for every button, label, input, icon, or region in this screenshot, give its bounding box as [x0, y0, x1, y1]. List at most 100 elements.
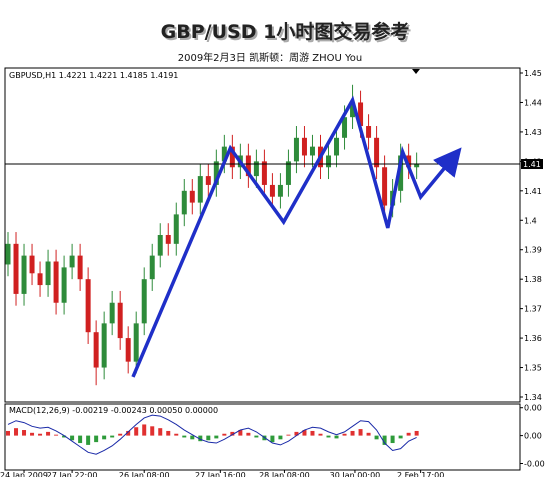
candle-body: [205, 176, 211, 185]
candle-body: [29, 255, 35, 274]
candle-body: [293, 137, 299, 162]
candle-body: [85, 279, 91, 333]
macd-bar: [374, 435, 379, 440]
candle-body: [261, 161, 267, 185]
candle-body: [173, 214, 179, 244]
macd-bar: [398, 435, 403, 439]
candle-body: [125, 338, 131, 362]
candle-body: [269, 184, 275, 197]
candle-body: [77, 255, 83, 280]
macd-bar: [118, 433, 123, 436]
candle-body: [117, 302, 123, 339]
macd-bar: [318, 433, 323, 436]
macd-bar: [54, 434, 59, 436]
y-tick-label: 1.43: [524, 128, 542, 137]
chart-title: GBP/USD 1小时图交易参考: [161, 20, 410, 43]
y-tick-label: 1.4: [524, 216, 537, 225]
macd-bar: [286, 434, 291, 436]
macd-bar: [206, 435, 211, 441]
macd-bar: [270, 435, 275, 443]
macd-bar: [390, 435, 395, 444]
x-tick-label: 27 Jan 16:00: [195, 471, 246, 477]
candle-body: [245, 155, 251, 177]
macd-bar: [6, 430, 11, 436]
macd-bar: [62, 435, 67, 438]
candle-body: [406, 155, 412, 168]
macd-bar: [134, 427, 139, 436]
macd-line: [7, 414, 417, 455]
candle-body: [197, 176, 203, 203]
candle-body: [277, 184, 283, 197]
candle-body: [334, 137, 340, 156]
x-tick-label: 26 Jan 08:00: [119, 471, 170, 477]
candle-body: [141, 279, 147, 324]
candle-body: [253, 161, 259, 177]
macd-bar: [366, 432, 371, 436]
overlay-path: [131, 95, 462, 378]
macd-bar: [198, 435, 203, 442]
candle-body: [157, 235, 163, 256]
y-tick-label: 1.34: [524, 393, 542, 402]
y-tick-label: 1.37: [524, 305, 542, 314]
macd-bar: [310, 430, 315, 436]
macd-bar: [294, 431, 299, 436]
macd-tick-label: -0.00: [524, 459, 545, 468]
macd-bar: [190, 435, 195, 440]
candle-body: [189, 190, 195, 203]
candle-body: [213, 161, 219, 185]
macd-bar: [166, 430, 171, 436]
x-tick-label: 27 Jan 22:00: [47, 471, 98, 477]
candle-body: [101, 323, 107, 368]
candle-body: [221, 146, 227, 162]
y-tick-label: 1.44: [524, 98, 542, 107]
candle-body: [149, 255, 155, 280]
candle-body: [165, 235, 171, 244]
y-tick-label: 1.41: [524, 187, 542, 196]
macd-bar: [142, 424, 147, 436]
title-shadow: GBP/USD 1小时图交易参考: [163, 22, 412, 45]
candle-body: [61, 267, 67, 303]
y-tick-label: 1.39: [524, 246, 542, 255]
price-box: [521, 159, 543, 170]
subtitle: 2009年2月3日 凯斯顿：周游 ZHOU You: [178, 51, 363, 64]
candle-body: [382, 167, 388, 206]
macd-bar: [334, 435, 339, 439]
macd-panel: [4, 403, 521, 471]
macd-bar: [46, 431, 51, 436]
candle-body: [301, 137, 307, 156]
macd-tick-label: 0.00: [524, 432, 542, 441]
candle-body: [342, 117, 348, 138]
macd-bar: [326, 435, 331, 438]
x-tick-label: 24 Jan 2009: [0, 471, 48, 477]
candle-body: [53, 261, 59, 303]
macd-bar: [102, 435, 107, 440]
x-tick-label: 28 Jan 08:00: [259, 471, 310, 477]
candle-body: [350, 102, 356, 118]
candle-body: [133, 323, 139, 362]
macd-bar: [70, 435, 75, 441]
macd-bar: [174, 433, 179, 436]
price-label: 1.41: [523, 160, 541, 169]
macd-bar: [406, 432, 411, 436]
candle-body: [229, 146, 235, 168]
macd-bar: [238, 430, 243, 436]
macd-bar: [358, 429, 363, 436]
candle-body: [414, 164, 420, 168]
candle-body: [109, 302, 115, 324]
macd-bar: [150, 426, 155, 436]
macd-bar: [350, 430, 355, 436]
macd-bar: [110, 435, 115, 438]
macd-bar: [86, 435, 91, 445]
macd-bar: [126, 430, 131, 436]
candle-body: [398, 155, 404, 191]
macd-bar: [230, 431, 235, 436]
macd-bar: [214, 435, 219, 439]
candle-body: [309, 146, 315, 156]
macd-bar: [182, 435, 187, 438]
info-label: GBPUSD,H1 1.4221 1.4221 1.4185 1.4191: [9, 71, 178, 80]
candle-body: [45, 261, 51, 286]
candle-body: [181, 190, 187, 215]
candle-body: [93, 332, 99, 368]
